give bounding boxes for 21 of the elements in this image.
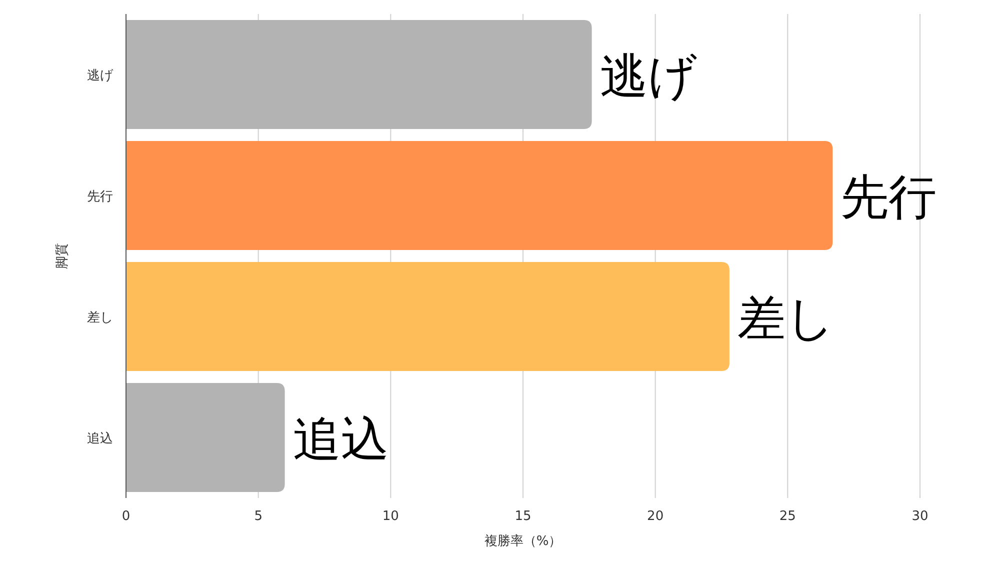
x-axis-title: 複勝率（%） bbox=[484, 533, 562, 549]
y-tick-label: 追込 bbox=[87, 432, 113, 446]
bar bbox=[126, 141, 833, 250]
bar bbox=[126, 383, 285, 492]
y-tick-label: 逃げ bbox=[87, 68, 114, 84]
bar bbox=[126, 20, 592, 129]
x-tick-label: 30 bbox=[912, 509, 928, 524]
y-tick-label: 先行 bbox=[87, 190, 113, 204]
x-tick-label: 10 bbox=[382, 509, 399, 524]
annotation: 差し bbox=[737, 290, 834, 346]
x-tick-label: 0 bbox=[122, 509, 130, 524]
y-axis-title: 脚質 bbox=[55, 243, 70, 269]
bar bbox=[126, 262, 730, 371]
x-tick-label: 5 bbox=[254, 509, 262, 524]
annotation: 先行 bbox=[840, 170, 937, 226]
annotation: 逃げ bbox=[600, 48, 697, 104]
x-tick-label: 20 bbox=[647, 509, 664, 524]
x-tick-label: 15 bbox=[514, 509, 532, 524]
y-tick-label: 差し bbox=[87, 310, 113, 326]
annotation: 追込 bbox=[292, 412, 389, 468]
x-tick-label: 25 bbox=[779, 509, 796, 524]
